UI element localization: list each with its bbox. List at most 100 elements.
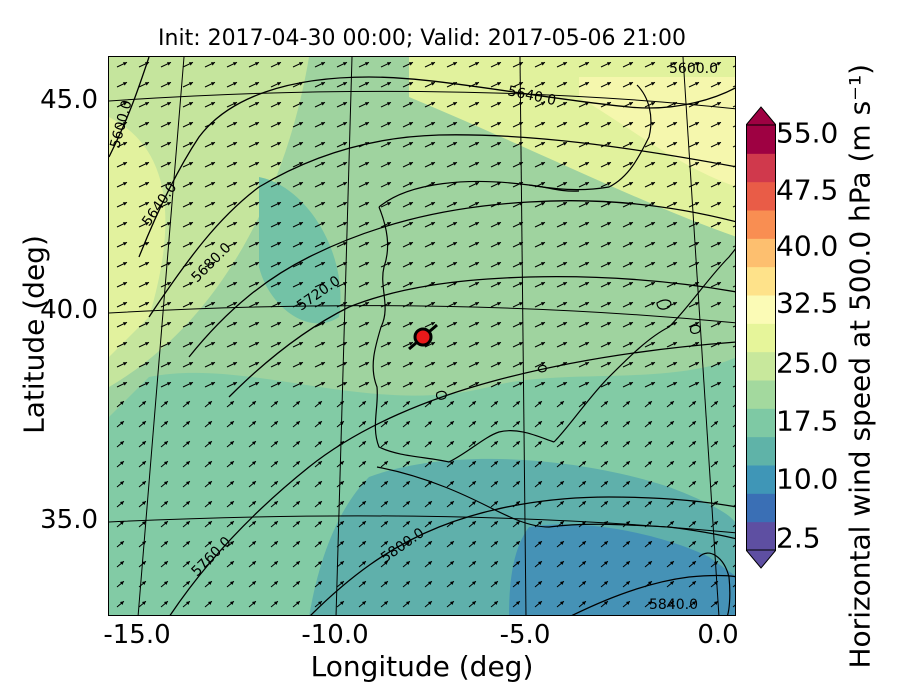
wind-arrow-head bbox=[232, 382, 237, 386]
wind-arrow-head bbox=[210, 182, 215, 186]
wind-arrow-head bbox=[386, 342, 391, 346]
wind-arrow-head bbox=[408, 242, 413, 246]
wind-arrow-shaft bbox=[732, 385, 735, 388]
colorbar-max-extend bbox=[746, 106, 776, 126]
wind-arrow-head bbox=[471, 461, 476, 465]
wind-arrow-head bbox=[298, 222, 303, 226]
wind-arrow-head bbox=[691, 581, 696, 585]
wind-arrow-shaft bbox=[732, 285, 735, 288]
wind-arrow-head bbox=[361, 501, 366, 505]
wind-arrow-head bbox=[405, 601, 410, 605]
wind-arrow-head bbox=[518, 342, 523, 346]
wind-arrow-head bbox=[386, 182, 391, 186]
wind-arrow-head bbox=[188, 122, 193, 126]
wind-arrow-head bbox=[518, 182, 523, 186]
wind-arrow-head bbox=[361, 401, 366, 405]
wind-arrow-shaft bbox=[732, 424, 735, 428]
wind-arrow-head bbox=[584, 382, 589, 386]
wind-arrow-head bbox=[276, 342, 281, 346]
wind-arrow-head bbox=[141, 441, 146, 445]
wind-arrow-head bbox=[540, 142, 545, 146]
wind-arrow-head bbox=[584, 142, 589, 146]
wind-arrow-head bbox=[166, 142, 171, 146]
wind-arrow-head bbox=[625, 421, 630, 425]
wind-arrow-head bbox=[339, 541, 344, 545]
wind-arrow-head bbox=[254, 322, 259, 326]
wind-arrow-head bbox=[628, 142, 633, 146]
wind-arrow-head bbox=[210, 382, 215, 386]
wind-arrow-head bbox=[650, 62, 655, 66]
colorbar-border bbox=[746, 124, 776, 551]
wind-arrow-head bbox=[386, 62, 391, 66]
wind-arrow-head bbox=[496, 182, 501, 186]
wind-arrow-head bbox=[518, 82, 523, 86]
wind-arrow-head bbox=[691, 601, 696, 605]
wind-arrow-head bbox=[185, 501, 190, 505]
wind-arrow-head bbox=[669, 601, 674, 605]
wind-arrow-head bbox=[232, 262, 237, 266]
wind-arrow-head bbox=[537, 461, 542, 465]
wind-arrow-head bbox=[427, 541, 432, 545]
wind-arrow-head bbox=[185, 541, 190, 545]
wind-arrow-head bbox=[254, 102, 259, 106]
wind-arrow-head bbox=[122, 222, 127, 226]
wind-arrow-head bbox=[694, 142, 699, 146]
colorbar-tick-17-5: 17.5 bbox=[776, 404, 839, 438]
wind-arrow-head bbox=[474, 182, 479, 186]
wind-arrow-head bbox=[672, 202, 677, 206]
wind-arrow-head bbox=[342, 182, 347, 186]
wind-arrow-head bbox=[122, 242, 127, 246]
wind-arrow-head bbox=[518, 142, 523, 146]
wind-arrow-head bbox=[694, 362, 699, 366]
wind-arrow-head bbox=[232, 342, 237, 346]
wind-arrow-head bbox=[647, 481, 652, 485]
wind-arrow-head bbox=[559, 541, 564, 545]
wind-arrow-head bbox=[496, 102, 501, 106]
wind-arrow-head bbox=[537, 441, 542, 445]
wind-arrow-head bbox=[584, 262, 589, 266]
wind-arrow-head bbox=[474, 102, 479, 106]
wind-arrow-head bbox=[317, 581, 322, 585]
wind-arrow-head bbox=[449, 561, 454, 565]
wind-arrow-head bbox=[166, 162, 171, 166]
wind-arrow-head bbox=[317, 441, 322, 445]
wind-arrow-head bbox=[320, 342, 325, 346]
wind-arrow-head bbox=[672, 122, 677, 126]
wind-arrow-head bbox=[647, 521, 652, 525]
wind-arrow-head bbox=[320, 62, 325, 66]
wind-arrow-head bbox=[317, 401, 322, 405]
coastlines bbox=[372, 84, 735, 615]
wind-arrow-head bbox=[364, 122, 369, 126]
wind-arrow-head bbox=[540, 382, 545, 386]
wind-arrow-head bbox=[298, 62, 303, 66]
wind-arrow-head bbox=[474, 62, 479, 66]
wind-arrow-head bbox=[119, 541, 124, 545]
wind-arrow-head bbox=[430, 162, 435, 166]
wind-arrow-head bbox=[339, 501, 344, 505]
wind-arrow-head bbox=[581, 561, 586, 565]
wind-arrow-head bbox=[496, 202, 501, 206]
wind-arrow-head bbox=[540, 342, 545, 346]
wind-arrow-head bbox=[383, 441, 388, 445]
wind-arrow-head bbox=[650, 282, 655, 286]
contour-label-5600-east: 5600.0 bbox=[669, 61, 718, 77]
wind-arrow-head bbox=[276, 242, 281, 246]
wind-arrow-head bbox=[694, 102, 699, 106]
wind-arrow-head bbox=[276, 142, 281, 146]
wind-arrow-head bbox=[405, 421, 410, 425]
wind-arrow-head bbox=[229, 401, 234, 405]
wind-arrow-head bbox=[408, 222, 413, 226]
wind-arrow-head bbox=[163, 521, 168, 525]
wind-arrow-head bbox=[320, 382, 325, 386]
wind-arrow-head bbox=[166, 342, 171, 346]
wind-arrow-head bbox=[628, 102, 633, 106]
wind-arrow-head bbox=[386, 282, 391, 286]
wind-arrow-head bbox=[405, 501, 410, 505]
wind-arrow-head bbox=[716, 222, 721, 226]
wind-arrow-head bbox=[669, 501, 674, 505]
wind-arrow-head bbox=[672, 162, 677, 166]
wind-arrow-head bbox=[603, 561, 608, 565]
wind-arrow-head bbox=[276, 102, 281, 106]
wind-arrow-shaft bbox=[732, 105, 735, 108]
wind-arrow-head bbox=[606, 142, 611, 146]
